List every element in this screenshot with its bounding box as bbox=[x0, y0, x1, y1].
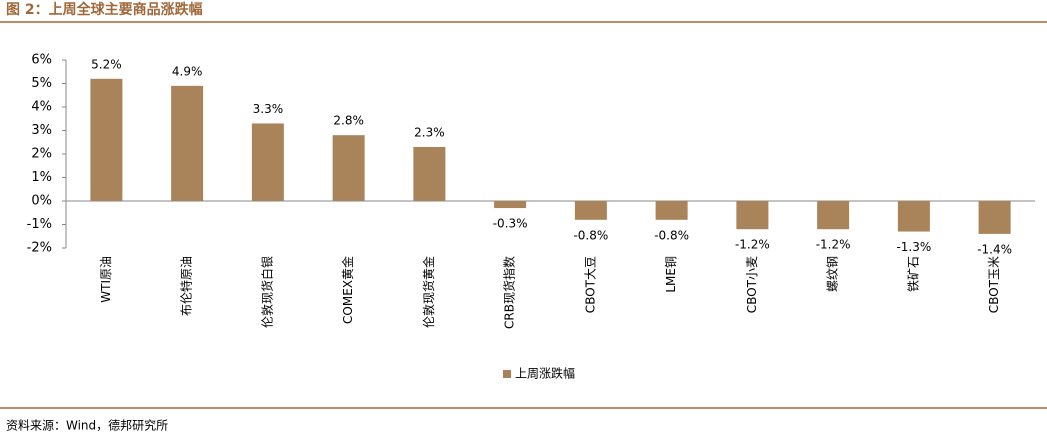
legend-label: 上周涨跌幅 bbox=[515, 366, 575, 381]
bar bbox=[251, 123, 284, 201]
x-tick-label: COMEX黄金 bbox=[340, 256, 355, 324]
value-label: -0.8% bbox=[654, 228, 689, 242]
y-tick-label: -2% bbox=[27, 241, 52, 256]
y-tick-label: 0% bbox=[31, 194, 52, 209]
y-tick-label: 1% bbox=[31, 170, 52, 185]
bar bbox=[413, 146, 446, 201]
x-tick-label: CBOT小麦 bbox=[745, 256, 759, 313]
x-tick-label: CBOT大豆 bbox=[583, 256, 597, 313]
value-label: 4.9% bbox=[172, 64, 203, 78]
x-tick-label: LME铜 bbox=[663, 256, 678, 293]
bar bbox=[897, 201, 930, 232]
bar bbox=[655, 201, 688, 220]
chart-title: 图 2：上周全球主要商品涨跌幅 bbox=[6, 1, 203, 18]
value-label: -1.3% bbox=[896, 240, 931, 254]
x-tick-label: 伦敦现货黄金 bbox=[421, 256, 436, 328]
source-note: 资料来源：Wind，德邦研究所 bbox=[6, 418, 168, 433]
y-tick-label: 6% bbox=[31, 53, 52, 68]
y-tick-label: 3% bbox=[31, 123, 52, 138]
x-tick-label: 伦敦现货白银 bbox=[259, 256, 274, 328]
value-label: 2.3% bbox=[414, 125, 445, 139]
x-tick-label: 铁矿石 bbox=[906, 256, 920, 292]
x-tick-label: WTI原油 bbox=[99, 256, 113, 303]
value-label: 3.3% bbox=[253, 102, 284, 116]
legend-swatch bbox=[503, 370, 511, 378]
x-tick-label: CBOT玉米 bbox=[987, 256, 1001, 313]
y-tick-label: 4% bbox=[31, 100, 52, 115]
y-tick-label: 2% bbox=[31, 147, 52, 162]
bar bbox=[978, 201, 1011, 234]
x-tick-label: 布伦特原油 bbox=[179, 256, 194, 316]
value-label: -1.2% bbox=[735, 238, 770, 252]
bar bbox=[817, 201, 850, 230]
y-tick-label: 5% bbox=[31, 76, 52, 91]
bar bbox=[736, 201, 769, 230]
value-label: -1.2% bbox=[816, 238, 851, 252]
y-tick-label: -1% bbox=[27, 217, 52, 232]
bar bbox=[332, 135, 365, 201]
value-label: -1.4% bbox=[977, 242, 1012, 256]
bar bbox=[494, 201, 527, 209]
bar bbox=[90, 78, 123, 201]
value-label: -0.8% bbox=[573, 228, 608, 242]
bar bbox=[574, 201, 607, 220]
x-tick-label: CRB现货指数 bbox=[502, 256, 517, 329]
bar bbox=[171, 85, 204, 201]
value-label: -0.3% bbox=[493, 217, 528, 231]
value-label: 2.8% bbox=[333, 114, 364, 128]
x-tick-label: 螺纹钢 bbox=[826, 256, 840, 292]
value-label: 5.2% bbox=[91, 57, 122, 71]
